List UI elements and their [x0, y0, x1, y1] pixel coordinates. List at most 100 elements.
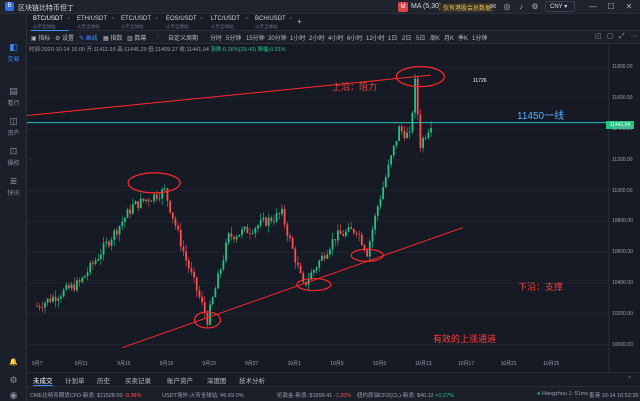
- sidebar-item-quotes[interactable]: ▤ 看行: [7, 86, 20, 107]
- candle-body: [382, 187, 385, 200]
- candle-body: [158, 198, 161, 200]
- promo-banner[interactable]: 仅有港股会员数据: [440, 3, 495, 12]
- settings-button[interactable]: ⚙: [0, 371, 27, 385]
- candle-body: [331, 239, 334, 250]
- chat-icon[interactable]: ✉: [489, 2, 497, 11]
- period-15m[interactable]: 15分钟: [246, 36, 265, 42]
- settings-button[interactable]: ⚙ 设置: [55, 36, 75, 42]
- settings-icon[interactable]: ⚙: [531, 2, 539, 11]
- period-1d[interactable]: 1日: [388, 36, 398, 42]
- tab-eth-usdt[interactable]: ETH/USDT 火币全球站 ×: [77, 16, 114, 29]
- ticker-item[interactable]: 纽约原油CFD(CL)-新浪: $40.12 +0.27%: [357, 393, 455, 399]
- period-timeshare[interactable]: 分时: [210, 36, 223, 42]
- more-icon[interactable]: ⋯: [631, 33, 638, 40]
- ma-indicator-label[interactable]: MA (5,30): [411, 3, 442, 10]
- period-5m[interactable]: 5分钟: [226, 36, 242, 42]
- currency-select[interactable]: CNY ▾: [545, 1, 575, 12]
- period-12h[interactable]: 12小时: [366, 36, 385, 42]
- collapse-icon[interactable]: ⌃: [627, 376, 633, 383]
- quote-icon: ▤: [9, 86, 18, 96]
- price-tick-label: 10600.00: [612, 249, 633, 256]
- indicator-button[interactable]: ▣ 指标: [31, 36, 51, 42]
- avatar-icon[interactable]: ◎: [503, 2, 511, 11]
- minimize-icon[interactable]: —: [589, 2, 597, 11]
- candle-body: [246, 226, 249, 234]
- candle-body: [355, 232, 358, 234]
- tab-bch-usdt[interactable]: BCH/USDT 火币全球站 ×: [255, 16, 292, 29]
- candle-body: [430, 128, 432, 133]
- close-icon[interactable]: ×: [200, 16, 203, 22]
- ticker-item[interactable]: CME比特币期货CFD-新浪: $11528.00 -0.38%: [30, 393, 142, 399]
- candle-body: [129, 209, 132, 214]
- annotation-upper-resistance: 上沿：阻力: [332, 82, 378, 92]
- period-week[interactable]: 周K: [430, 36, 441, 42]
- tab-btc-usdt[interactable]: BTC/USDT 火币全球站 ×: [33, 16, 70, 29]
- notification-icon[interactable]: ♪: [519, 2, 523, 11]
- period-30m[interactable]: 30分钟: [268, 36, 287, 42]
- candle-body: [211, 297, 214, 305]
- period-1h[interactable]: 1小时: [290, 36, 306, 42]
- candle-body: [289, 235, 291, 239]
- period-2d[interactable]: 2日: [402, 36, 412, 42]
- candle-body: [395, 140, 398, 146]
- period-1m[interactable]: 1分钟: [472, 36, 488, 42]
- candle-body: [100, 254, 102, 259]
- period-5d[interactable]: 5日: [416, 36, 426, 42]
- sidebar-item-assets[interactable]: ◫ 资产: [7, 116, 20, 137]
- ma-badge-icon[interactable]: M: [398, 2, 408, 12]
- ticker-item[interactable]: USDT场外-火币全球站: ¥6.69 0%: [162, 393, 244, 399]
- ticker-item[interactable]: 伦敦金-新浪: $1899.41 -1.20%: [277, 393, 352, 399]
- candle-body: [139, 198, 142, 208]
- screenshot-icon[interactable]: ◰: [595, 33, 602, 40]
- user-button[interactable]: ◉: [0, 386, 27, 400]
- period-6h[interactable]: 6小时: [347, 36, 363, 42]
- candle-body: [262, 217, 265, 220]
- sidebar-item-auth[interactable]: ⊡ 操权: [7, 146, 20, 167]
- period-2h[interactable]: 2小时: [309, 36, 325, 42]
- add-tab-icon[interactable]: +: [297, 17, 302, 26]
- close-icon[interactable]: ×: [111, 16, 114, 22]
- tab-open-orders[interactable]: 未成交: [33, 375, 53, 386]
- tab-trade-records[interactable]: 买卖记录: [125, 378, 151, 385]
- close-icon[interactable]: ×: [289, 16, 292, 22]
- period-quarter[interactable]: 季K: [458, 36, 469, 42]
- gear-icon: ⚙: [9, 375, 18, 385]
- tab-account-assets[interactable]: 账户资产: [167, 378, 193, 385]
- tab-etc-usdt[interactable]: ETC/USDT 火币全球站 ×: [121, 16, 158, 29]
- sidebar-item-trade[interactable]: ◧ 交易: [7, 42, 20, 63]
- layout-icon[interactable]: ▢: [607, 33, 614, 40]
- close-icon[interactable]: ✕: [625, 2, 633, 11]
- custom-period-select[interactable]: 自定义周期: [168, 36, 199, 42]
- candle-body: [302, 273, 305, 282]
- candle-body: [422, 137, 424, 148]
- curtain-button[interactable]: ▥ 数幕: [127, 36, 147, 42]
- sidebar-item-news[interactable]: ≣ 快讯: [7, 176, 20, 197]
- tab-ltc-usdt[interactable]: LTC/USDT 火币全球站 ×: [211, 16, 248, 29]
- tab-technical-analysis[interactable]: 技术分析: [239, 378, 265, 385]
- index-button[interactable]: ▦ 指数: [103, 36, 123, 42]
- candle-body: [84, 275, 86, 278]
- candle-body: [350, 227, 353, 230]
- draw-line-button[interactable]: ✎ 画线: [79, 36, 98, 42]
- tab-plan-orders[interactable]: 计划单: [65, 378, 85, 385]
- fullscreen-icon[interactable]: ⤢: [619, 33, 625, 40]
- tab-history[interactable]: 历史: [97, 378, 110, 385]
- candle-body: [225, 242, 227, 261]
- candle-body: [150, 200, 153, 202]
- candle-body: [115, 230, 118, 235]
- candle-body: [390, 155, 393, 165]
- close-icon[interactable]: ×: [245, 16, 248, 22]
- time-tick-label: 9月11: [74, 361, 88, 367]
- bell-button[interactable]: 🔔: [0, 354, 27, 368]
- tab-eos-usdt[interactable]: EOS/USDT 火币全球站 ×: [166, 16, 203, 29]
- candle-body: [270, 217, 273, 222]
- tab-depth-chart[interactable]: 深度图: [207, 378, 227, 385]
- maximize-icon[interactable]: ☐: [607, 2, 615, 11]
- candle-body: [76, 280, 78, 291]
- period-month[interactable]: 月K: [444, 36, 455, 42]
- close-icon[interactable]: ×: [67, 16, 70, 22]
- candle-body: [278, 213, 281, 215]
- price-chart[interactable]: [27, 44, 640, 372]
- close-icon[interactable]: ×: [155, 16, 158, 22]
- period-4h[interactable]: 4小时: [328, 36, 344, 42]
